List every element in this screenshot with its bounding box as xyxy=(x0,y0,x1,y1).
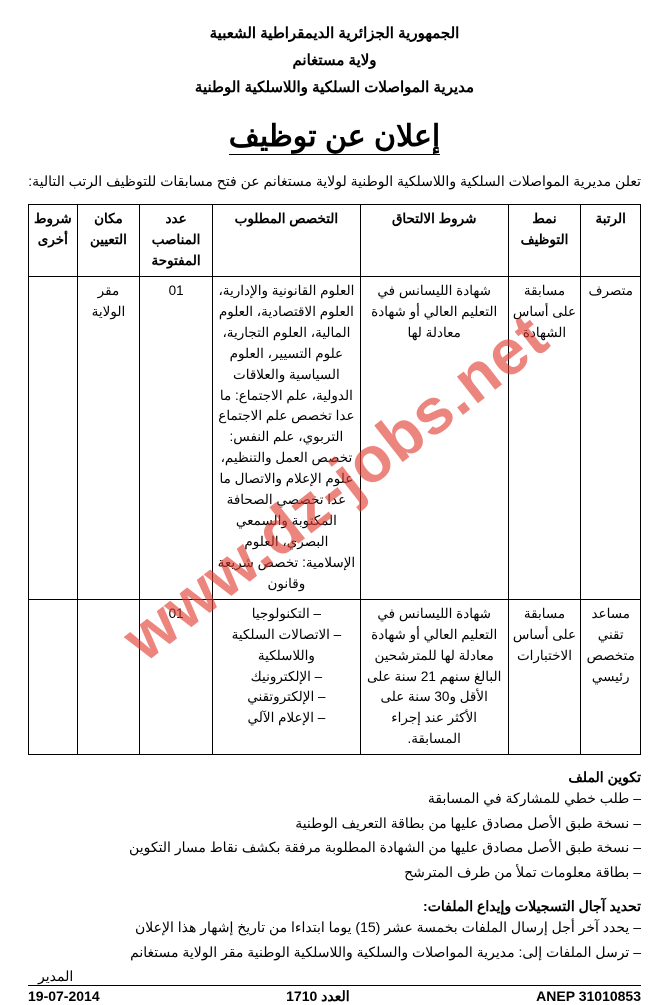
main-title: إعلان عن توظيف xyxy=(229,119,440,155)
header-block: الجمهورية الجزائرية الديمقراطية الشعبية … xyxy=(28,20,641,101)
footer-bar: ANEP 31010853 العدد 1710 19-07-2014 xyxy=(28,985,641,1005)
document-page: الجمهورية الجزائرية الديمقراطية الشعبية … xyxy=(0,0,669,973)
header-line-1: الجمهورية الجزائرية الديمقراطية الشعبية xyxy=(28,20,641,47)
th-mode: نمط التوظيف xyxy=(508,205,581,277)
cell-place: مقر الولاية xyxy=(77,276,139,599)
th-place: مكان التعيين xyxy=(77,205,139,277)
deadline-title: تحديد آجال التسجيلات وإيداع الملفات: xyxy=(28,898,641,915)
th-cond: شروط الالتحاق xyxy=(360,205,508,277)
intro-text: تعلن مديرية المواصلات السلكية واللاسلكية… xyxy=(28,169,641,194)
cell-mode: مسابقة على أساس الاختبارات xyxy=(508,599,581,754)
signature: المدير xyxy=(28,968,641,985)
cell-spec: – التكنولوجيا – الاتصالات السلكية واللاس… xyxy=(213,599,361,754)
th-other: شروط أخرى xyxy=(29,205,78,277)
dossier-item: بطاقة معلومات تملأ من طرف المترشح xyxy=(28,860,641,885)
dossier-item: نسخة طبق الأصل مصادق عليها من الشهادة ال… xyxy=(28,835,641,860)
footer-date: 19-07-2014 xyxy=(28,988,100,1005)
th-rank: الرتبة xyxy=(581,205,641,277)
footer-issue: العدد 1710 xyxy=(100,988,537,1005)
table-header-row: الرتبة نمط التوظيف شروط الالتحاق التخصص … xyxy=(29,205,641,277)
th-count: عدد المناصب المفتوحة xyxy=(140,205,213,277)
header-line-2: ولاية مستغانم xyxy=(28,47,641,74)
title-wrap: إعلان عن توظيف xyxy=(28,111,641,169)
cell-rank: مساعد تقني متخصص رئيسي xyxy=(581,599,641,754)
dossier-list: طلب خطي للمشاركة في المسابقة نسخة طبق ال… xyxy=(28,786,641,884)
cell-mode: مسابقة على أساس الشهادة xyxy=(508,276,581,599)
dossier-title: تكوين الملف xyxy=(28,769,641,786)
cell-cond: شهادة الليسانس في التعليم العالي أو شهاد… xyxy=(360,599,508,754)
cell-count: 01 xyxy=(140,276,213,599)
cell-other xyxy=(29,276,78,599)
jobs-table: الرتبة نمط التوظيف شروط الالتحاق التخصص … xyxy=(28,204,641,755)
header-line-3: مديرية المواصلات السلكية واللاسلكية الوط… xyxy=(28,74,641,101)
table-row: مساعد تقني متخصص رئيسي مسابقة على أساس ا… xyxy=(29,599,641,754)
cell-rank: متصرف xyxy=(581,276,641,599)
deadline-item: يحدد آخر أجل إرسال الملفات بخمسة عشر (15… xyxy=(28,915,641,940)
footer-anep: ANEP 31010853 xyxy=(536,988,641,1005)
table-row: متصرف مسابقة على أساس الشهادة شهادة اللي… xyxy=(29,276,641,599)
dossier-item: طلب خطي للمشاركة في المسابقة xyxy=(28,786,641,811)
cell-other xyxy=(29,599,78,754)
deadline-list: يحدد آخر أجل إرسال الملفات بخمسة عشر (15… xyxy=(28,915,641,964)
deadline-item: ترسل الملفات إلى: مديرية المواصلات والسل… xyxy=(28,940,641,965)
th-spec: التخصص المطلوب xyxy=(213,205,361,277)
cell-spec: العلوم القانونية والإدارية، العلوم الاقت… xyxy=(213,276,361,599)
cell-cond: شهادة الليسانس في التعليم العالي أو شهاد… xyxy=(360,276,508,599)
dossier-item: نسخة طبق الأصل مصادق عليها من بطاقة التع… xyxy=(28,811,641,836)
cell-count: 01 xyxy=(140,599,213,754)
cell-place xyxy=(77,599,139,754)
